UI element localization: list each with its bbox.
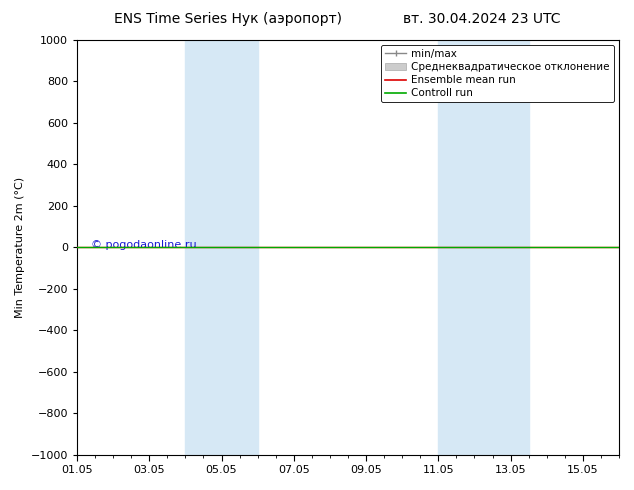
Text: ENS Time Series Нук (аэропорт): ENS Time Series Нук (аэропорт) xyxy=(114,12,342,26)
Bar xyxy=(185,40,257,455)
Text: вт. 30.04.2024 23 UTC: вт. 30.04.2024 23 UTC xyxy=(403,12,560,26)
Y-axis label: Min Temperature 2m (°C): Min Temperature 2m (°C) xyxy=(15,176,25,318)
Bar xyxy=(438,40,529,455)
Text: © pogodaonline.ru: © pogodaonline.ru xyxy=(91,240,196,250)
Legend: min/max, Среднеквадратическое отклонение, Ensemble mean run, Controll run: min/max, Среднеквадратическое отклонение… xyxy=(381,45,614,102)
